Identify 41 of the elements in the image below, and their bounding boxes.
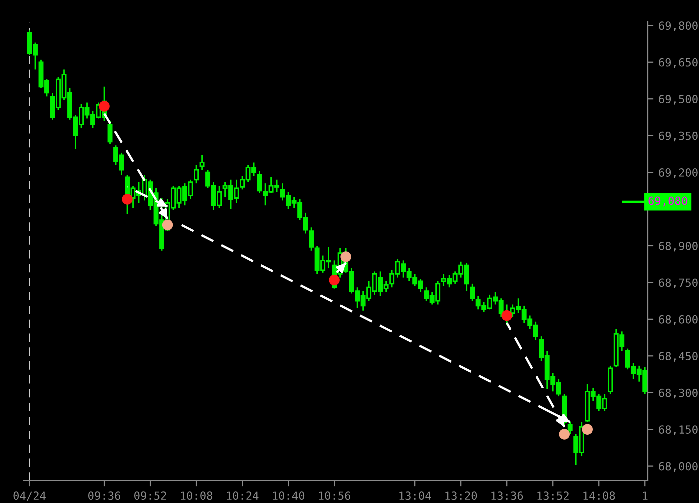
x-tick-label: 1	[643, 492, 648, 500]
y-tick-label: 69,500	[659, 95, 698, 105]
candlestick	[608, 365, 614, 395]
y-tick-label: 69,200	[659, 168, 698, 178]
candlestick	[200, 154, 205, 171]
point	[502, 310, 512, 322]
y-tick-label: 69,350	[659, 132, 698, 142]
candlestick	[257, 170, 262, 194]
x-tick-label: 10:40	[273, 492, 305, 500]
y-tick-label: 69,650	[659, 58, 698, 68]
candlestick	[108, 120, 113, 146]
y-tick-label: 68,150	[659, 426, 698, 436]
x-tick-label: 04/24	[14, 492, 46, 501]
x-tick-label: 13:52	[538, 492, 569, 500]
point	[162, 220, 174, 231]
point	[559, 429, 570, 440]
y-tick-label: 68,450	[659, 352, 698, 362]
ref-line-label: 69,080	[648, 196, 688, 207]
y-tick-label: 68,900	[659, 242, 698, 252]
y-tick-label: 68,750	[659, 278, 698, 289]
x-tick-label: 10:56	[319, 492, 351, 500]
point	[340, 252, 352, 262]
x-tick-label: 09:52	[134, 492, 166, 500]
y-tick-label: 68,300	[659, 388, 698, 399]
point	[582, 424, 593, 435]
x-tick-label: 13:04	[400, 492, 432, 500]
point	[343, 262, 347, 266]
candlestick	[568, 422, 573, 436]
y-tick-label: 69,800	[659, 22, 698, 32]
x-tick-label: 09:36	[88, 492, 121, 500]
y-tick-label: 68,600	[659, 315, 698, 326]
x-tick-label: 10:24	[227, 492, 259, 500]
x-tick-label: 14:08	[584, 492, 616, 500]
point	[122, 194, 133, 205]
candlestick	[194, 164, 200, 184]
x-tick-label: 10:08	[181, 492, 213, 500]
y-tick-label: 68,000	[659, 462, 698, 472]
point	[99, 101, 110, 112]
x-tick-label: 13:36	[492, 492, 524, 500]
x-tick-label: 13:20	[446, 492, 478, 500]
point	[329, 274, 340, 286]
